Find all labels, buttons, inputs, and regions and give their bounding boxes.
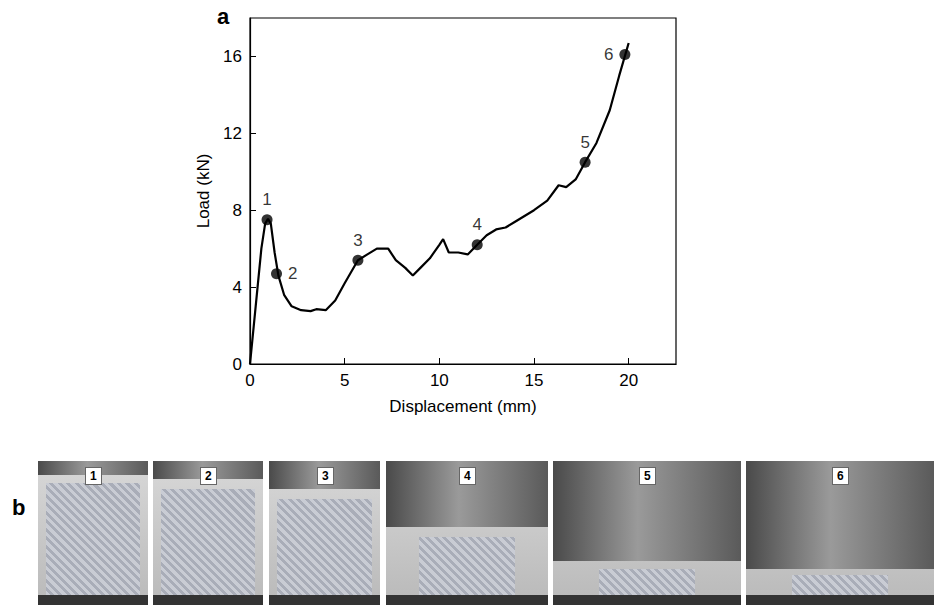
html-text:4: 4 (464, 469, 471, 483)
svg-text:6: 6 (604, 45, 613, 64)
svg-text:8: 8 (233, 201, 242, 220)
svg-text:2: 2 (288, 264, 297, 283)
svg-text:1: 1 (262, 190, 271, 209)
html-text:5: 5 (644, 469, 651, 483)
html-text:1: 1 (90, 469, 97, 483)
html-text:b: b (12, 495, 26, 520)
svg-text:3: 3 (353, 231, 362, 250)
svg-text:12: 12 (223, 124, 242, 143)
svg-text:0: 0 (233, 355, 242, 374)
svg-text:4: 4 (233, 278, 242, 297)
svg-text:0: 0 (245, 371, 254, 390)
html-text:6: 6 (837, 469, 844, 483)
html-text:2: 2 (205, 469, 212, 483)
svg-text:15: 15 (525, 371, 544, 390)
html-text:3: 3 (322, 469, 329, 483)
svg-text:Load (kN): Load (kN) (194, 154, 213, 229)
svg-text:16: 16 (223, 47, 242, 66)
svg-text:5: 5 (340, 371, 349, 390)
svg-text:a: a (217, 4, 230, 29)
svg-text:4: 4 (472, 215, 481, 234)
svg-text:10: 10 (430, 371, 449, 390)
svg-text:20: 20 (619, 371, 638, 390)
svg-text:5: 5 (580, 133, 589, 152)
svg-text:Displacement (mm): Displacement (mm) (389, 397, 536, 416)
